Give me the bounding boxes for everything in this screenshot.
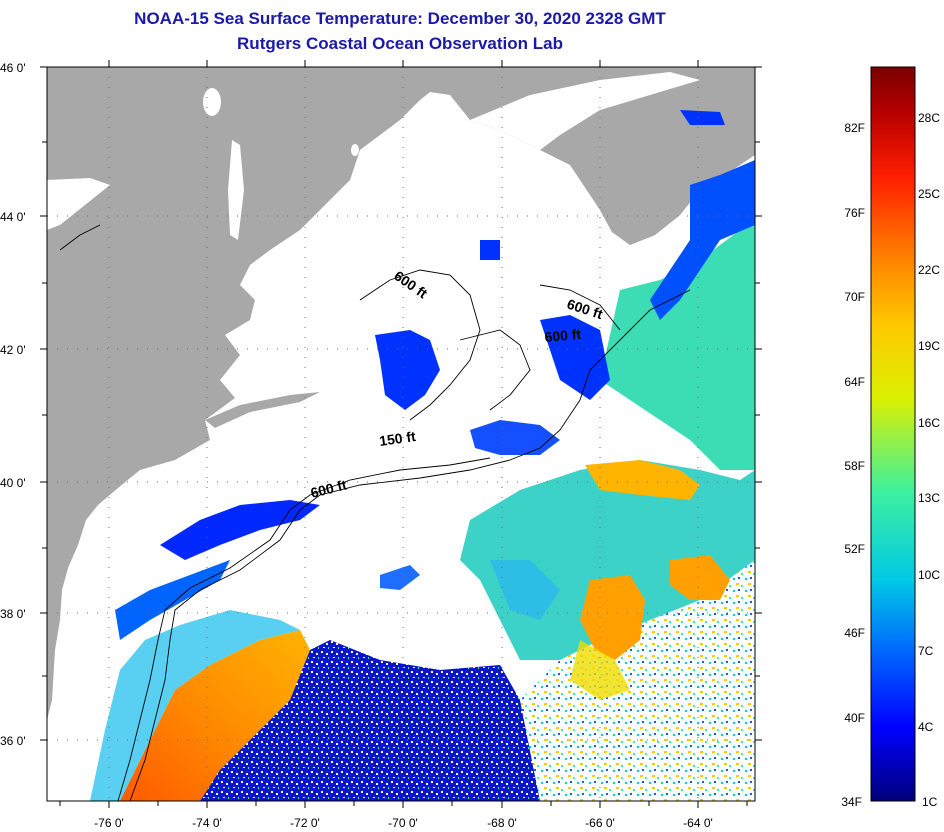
colorbar-c-label: 28C	[918, 111, 940, 125]
colorbar-f-label: 58F	[844, 459, 865, 473]
land-nova-scotia	[590, 105, 755, 245]
lon-label: -64 0'	[683, 816, 713, 830]
land-long-island	[205, 392, 320, 428]
color-bar	[870, 66, 916, 802]
lake-ontario	[47, 178, 110, 230]
east-speckle	[520, 560, 755, 801]
chesapeake-bay	[80, 520, 110, 700]
colorbar-c-label: 10C	[918, 568, 940, 582]
colorbar-c-label: 1C	[922, 795, 938, 809]
colorbar-c-label: 25C	[918, 187, 940, 201]
lake-small	[203, 88, 221, 116]
contour-label: 600 ft	[544, 326, 582, 345]
coastal-cold-water	[160, 500, 320, 560]
colorbar-f-label: 52F	[844, 542, 865, 556]
colorbar-f-label: 76F	[844, 206, 865, 220]
colorbar-f-label: 70F	[844, 290, 865, 304]
colorbar-f-label: 34F	[841, 795, 862, 809]
georges-bank	[470, 420, 560, 455]
map-frame	[46, 66, 756, 802]
colorbar-c-label: 19C	[918, 339, 940, 353]
colorbar-c-label: 13C	[918, 491, 940, 505]
lon-label: -66 0'	[585, 816, 615, 830]
lat-label: 36 0'	[0, 734, 26, 748]
gulf-maine-cold	[540, 315, 610, 400]
lat-label: 40 0'	[0, 476, 26, 490]
st-lawrence	[470, 72, 700, 150]
land-mass	[47, 67, 755, 720]
lon-label: -72 0'	[290, 816, 320, 830]
ne-cold-water	[650, 160, 755, 320]
lat-label: 38 0'	[0, 607, 26, 621]
map-subtitle: Rutgers Coastal Ocean Observation Lab	[237, 34, 563, 53]
cold-patch	[480, 240, 500, 260]
gulf-stream-warm	[120, 630, 310, 801]
lat-label: 44 0'	[0, 210, 26, 224]
ne-shelf-water	[600, 220, 755, 470]
colorbar-f-label: 40F	[844, 711, 865, 725]
colorbar-c-label: 4C	[918, 720, 934, 734]
warm-eddy	[670, 555, 730, 600]
colorbar-c-label: 16C	[918, 416, 940, 430]
cold-patch	[680, 110, 725, 125]
lon-label: -76 0'	[94, 816, 124, 830]
lake-champlain	[228, 140, 244, 240]
warm-eddy	[580, 575, 645, 660]
lon-label: -74 0'	[192, 816, 222, 830]
shelf-water	[90, 610, 300, 801]
colorbar-c-label: 22C	[918, 263, 940, 277]
lat-label: 46 0'	[0, 61, 26, 75]
cape-cod-bay	[375, 330, 440, 410]
map-title: NOAA-15 Sea Surface Temperature: Decembe…	[134, 9, 666, 28]
warm-eddy	[585, 460, 700, 500]
lake-small	[351, 144, 359, 156]
tick-marks	[40, 60, 762, 808]
lon-label: -70 0'	[388, 816, 418, 830]
coastal-water	[115, 560, 230, 640]
graticule	[47, 67, 755, 801]
offshore-blue-patch	[380, 565, 420, 590]
lon-label: -68 0'	[487, 816, 517, 830]
contour-label: 150 ft	[378, 428, 417, 449]
bathymetry-contours	[59, 224, 691, 801]
colorbar-f-label: 64F	[844, 375, 865, 389]
slope-water-blue	[490, 560, 560, 620]
colorbar-c-label: 7C	[918, 644, 934, 658]
lat-label: 42 0'	[0, 343, 26, 357]
map-panel: 600 ft 600 ft 600 ft 150 ft 600 ft	[47, 67, 755, 801]
offshore-speckle	[200, 640, 540, 801]
colorbar-f-label: 46F	[844, 626, 865, 640]
warm-eddy-fringe	[570, 640, 630, 700]
colorbar-f-label: 82F	[844, 121, 865, 135]
